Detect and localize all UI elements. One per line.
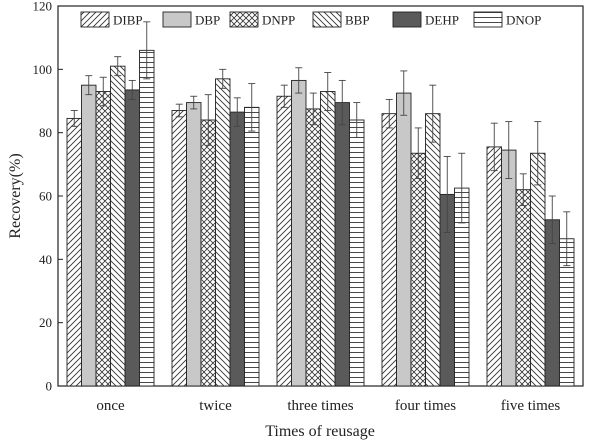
bar-dehp-0 [124,89,140,387]
y-tick-label: 40 [39,252,52,267]
y-axis: 0 20 40 60 80 100 120 [33,0,63,394]
bar-dbp-2 [291,79,307,387]
legend-label-dibp: DIBP [113,13,143,28]
bar-bbp-2 [320,91,336,387]
y-axis-title: Recovery(%) [7,153,24,238]
bar-dnpp-3 [410,152,426,387]
x-category-label: twice [199,398,232,414]
bar-series-group [66,49,575,387]
legend-swatch-dbp [162,11,192,28]
x-category-label: once [96,398,125,414]
legend: DIBP DBP DNPP BBP DEHP DNOP [80,11,541,28]
legend-swatch-dehp [392,11,422,28]
bar-dbp-3 [396,92,412,387]
legend-swatch-dnop [473,11,503,28]
bar-dnpp-4 [515,189,531,387]
y-tick-label: 20 [39,315,52,330]
error-bar-group [70,21,571,267]
x-category-label: three times [287,398,353,414]
bar-dnpp-0 [95,91,111,387]
bar-dibp-2 [276,95,292,387]
bar-bbp-4 [530,152,546,387]
bar-dehp-2 [334,102,350,387]
bar-dnop-0 [139,49,155,387]
bar-bbp-0 [110,65,126,387]
bar-dehp-1 [229,111,245,387]
x-category-label: four times [395,398,456,414]
y-tick-label: 80 [39,125,52,140]
y-tick-label: 0 [46,379,53,394]
legend-label-dnpp: DNPP [262,13,295,28]
legend-swatch-dibp [80,11,110,28]
bar-dnop-2 [349,119,365,387]
legend-swatch-dnpp [229,11,259,28]
x-axis: once twice three times four times five times [96,381,560,414]
bar-bbp-1 [215,78,231,387]
bar-dnpp-1 [200,119,216,387]
bar-dibp-3 [381,113,397,387]
x-axis-title: Times of reusage [265,423,375,440]
bar-dbp-1 [186,102,202,387]
bar-dnpp-2 [305,108,321,387]
legend-label-dehp: DEHP [425,13,459,28]
x-category-label: five times [501,398,561,414]
y-tick-label: 60 [39,189,52,204]
legend-label-bbp: BBP [345,13,370,28]
bar-dbp-0 [81,84,97,387]
bar-dibp-4 [486,146,502,387]
bar-bbp-3 [425,113,441,387]
bar-dibp-1 [171,110,187,387]
y-tick-label: 120 [33,0,53,14]
legend-swatch-bbp [312,11,342,28]
legend-label-dnop: DNOP [506,13,541,28]
legend-label-dbp: DBP [195,13,220,28]
bar-dnop-1 [244,106,260,387]
y-tick-label: 100 [33,62,53,77]
bar-dehp-4 [544,219,560,387]
bar-dbp-4 [501,149,517,387]
bar-dibp-0 [66,117,82,387]
